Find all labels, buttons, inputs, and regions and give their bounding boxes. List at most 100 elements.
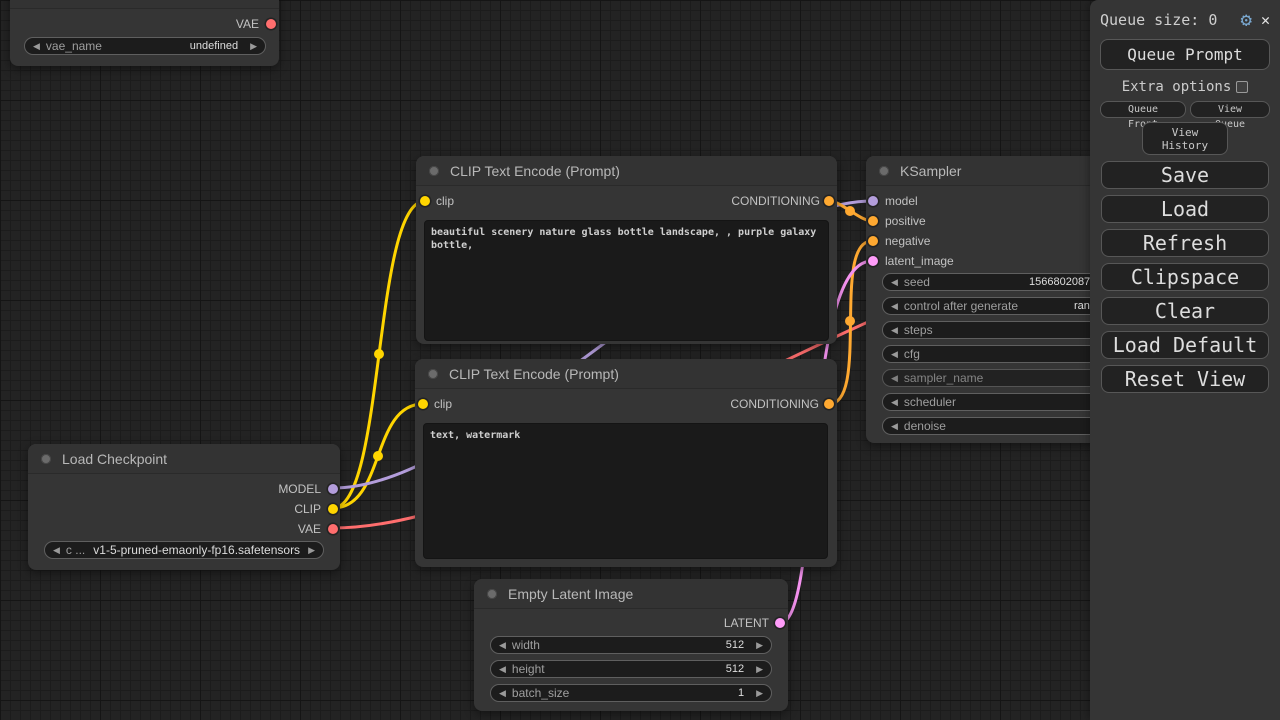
node-title: Empty Latent Image — [508, 586, 634, 602]
left-arrow-icon[interactable]: ◀ — [499, 688, 506, 698]
collapse-dot-icon[interactable] — [41, 454, 51, 464]
output-slot-clip[interactable] — [328, 504, 338, 514]
output-slot-model[interactable] — [328, 484, 338, 494]
queue-size-label: Queue size: 0 — [1100, 11, 1218, 29]
right-arrow-icon[interactable]: ▶ — [308, 545, 315, 555]
node-titlebar[interactable] — [10, 0, 279, 9]
load-default-button[interactable]: Load Default — [1101, 331, 1269, 359]
clear-button[interactable]: Clear — [1101, 297, 1269, 325]
collapse-dot-icon[interactable] — [487, 589, 497, 599]
wire-clip-positive — [331, 199, 427, 510]
left-arrow-icon[interactable]: ◀ — [53, 545, 60, 555]
node-empty-latent-image[interactable]: Empty Latent Image LATENT ◀ width 512 ▶ … — [474, 579, 788, 711]
left-arrow-icon[interactable]: ◀ — [891, 421, 898, 431]
widget-control-after-generate[interactable]: ◀ control after generate randomize — [882, 297, 1116, 315]
widget-width[interactable]: ◀ width 512 ▶ — [490, 636, 772, 654]
widget-label: height — [511, 662, 545, 676]
load-button[interactable]: Load — [1101, 195, 1269, 223]
collapse-dot-icon[interactable] — [879, 166, 889, 176]
wire-dot-cond2 — [845, 316, 855, 326]
node-titlebar[interactable]: Load Checkpoint — [28, 444, 340, 474]
input-label-model: model — [885, 194, 918, 208]
refresh-button[interactable]: Refresh — [1101, 229, 1269, 257]
input-slot-clip[interactable] — [420, 196, 430, 206]
node-titlebar[interactable]: KSampler — [866, 156, 1116, 186]
widget-vae-name[interactable]: ◀ vae_name undefined ▶ — [24, 37, 266, 55]
node-titlebar[interactable]: CLIP Text Encode (Prompt) — [415, 359, 837, 389]
view-history-line2: History — [1161, 139, 1209, 152]
extra-options-checkbox[interactable] — [1236, 81, 1249, 93]
node-titlebar[interactable]: Empty Latent Image — [474, 579, 788, 609]
widget-seed[interactable]: ◀ seed 1566802087 — [882, 273, 1116, 291]
node-title: KSampler — [900, 163, 962, 179]
output-slot-conditioning[interactable] — [824, 196, 834, 206]
comfy-menu-panel: Queue size: 0 ⚙ ✕ Queue Prompt Extra opt… — [1090, 0, 1280, 720]
widget-label: batch_size — [511, 686, 570, 700]
widget-label: width — [511, 638, 540, 652]
positive-prompt-textarea[interactable]: beautiful scenery nature glass bottle la… — [424, 220, 829, 341]
output-label-conditioning: CONDITIONING — [730, 397, 819, 411]
left-arrow-icon[interactable]: ◀ — [499, 640, 506, 650]
input-slot-positive[interactable] — [868, 216, 878, 226]
input-slot-clip[interactable] — [418, 399, 428, 409]
left-arrow-icon[interactable]: ◀ — [891, 301, 898, 311]
output-slot-conditioning[interactable] — [824, 399, 834, 409]
close-icon[interactable]: ✕ — [1260, 11, 1270, 29]
output-label-vae: VAE — [297, 522, 321, 536]
collapse-dot-icon[interactable] — [429, 166, 439, 176]
right-arrow-icon[interactable]: ▶ — [756, 688, 763, 698]
output-label-latent: LATENT — [723, 616, 769, 630]
output-slot-vae[interactable] — [266, 19, 276, 29]
output-slot-latent[interactable] — [775, 618, 785, 628]
view-queue-button[interactable]: View Queue — [1190, 101, 1270, 130]
clipspace-button[interactable]: Clipspace — [1101, 263, 1269, 291]
output-label-vae: VAE — [235, 17, 259, 31]
left-arrow-icon[interactable]: ◀ — [891, 325, 898, 335]
right-arrow-icon[interactable]: ▶ — [756, 640, 763, 650]
widget-value: v1-5-pruned-emaonly-fp16.safetensors — [93, 543, 301, 557]
gear-icon[interactable]: ⚙ — [1240, 8, 1252, 31]
node-load-vae[interactable]: VAE ◀ vae_name undefined ▶ — [10, 0, 279, 66]
right-arrow-icon[interactable]: ▶ — [756, 664, 763, 674]
left-arrow-icon[interactable]: ◀ — [33, 41, 40, 51]
node-titlebar[interactable]: CLIP Text Encode (Prompt) — [416, 156, 837, 186]
input-slot-latent-image[interactable] — [868, 256, 878, 266]
node-clip-text-encode-positive[interactable]: CLIP Text Encode (Prompt) clip CONDITION… — [416, 156, 837, 344]
input-slot-model[interactable] — [868, 196, 878, 206]
wire-dot-clip2 — [373, 451, 383, 461]
widget-batch-size[interactable]: ◀ batch_size 1 ▶ — [490, 684, 772, 702]
widget-label: cfg — [903, 347, 920, 361]
left-arrow-icon[interactable]: ◀ — [499, 664, 506, 674]
node-title: CLIP Text Encode (Prompt) — [450, 163, 620, 179]
queue-front-button[interactable]: Queue Front — [1100, 101, 1186, 130]
widget-scheduler[interactable]: ◀ scheduler — [882, 393, 1116, 411]
negative-prompt-textarea[interactable]: text, watermark — [423, 423, 828, 559]
queue-prompt-button[interactable]: Queue Prompt — [1100, 39, 1270, 70]
input-slot-negative[interactable] — [868, 236, 878, 246]
reset-view-button[interactable]: Reset View — [1101, 365, 1269, 393]
node-ksampler[interactable]: KSampler model positive negative latent_… — [866, 156, 1116, 443]
wire-clip-negative — [331, 402, 425, 510]
left-arrow-icon[interactable]: ◀ — [891, 373, 898, 383]
widget-denoise[interactable]: ◀ denoise — [882, 417, 1116, 435]
widget-label: control after generate — [903, 299, 1018, 313]
collapse-dot-icon[interactable] — [428, 369, 438, 379]
widget-sampler-name[interactable]: ◀ sampler_name — [882, 369, 1116, 387]
left-arrow-icon[interactable]: ◀ — [891, 397, 898, 407]
output-slot-vae[interactable] — [328, 524, 338, 534]
right-arrow-icon[interactable]: ▶ — [250, 41, 257, 51]
widget-value: 512 — [725, 663, 745, 675]
node-load-checkpoint[interactable]: Load Checkpoint MODEL CLIP VAE ◀ c ... v… — [28, 444, 340, 570]
save-button[interactable]: Save — [1101, 161, 1269, 189]
left-arrow-icon[interactable]: ◀ — [891, 349, 898, 359]
node-clip-text-encode-negative[interactable]: CLIP Text Encode (Prompt) clip CONDITION… — [415, 359, 837, 567]
widget-height[interactable]: ◀ height 512 ▶ — [490, 660, 772, 678]
node-title: Load Checkpoint — [62, 451, 168, 467]
extra-options-label: Extra options — [1121, 79, 1232, 95]
left-arrow-icon[interactable]: ◀ — [891, 277, 898, 287]
widget-ckpt-name[interactable]: ◀ c ... v1-5-pruned-emaonly-fp16.safeten… — [44, 541, 324, 559]
widget-steps[interactable]: ◀ steps — [882, 321, 1116, 339]
view-history-button[interactable]: View History — [1142, 122, 1228, 155]
widget-cfg[interactable]: ◀ cfg — [882, 345, 1116, 363]
